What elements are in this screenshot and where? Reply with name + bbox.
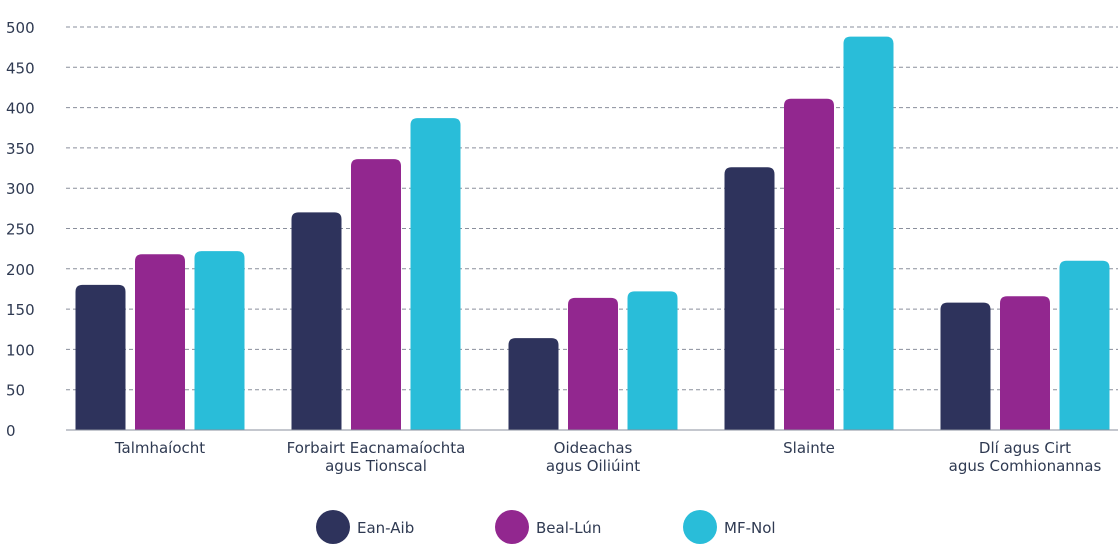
y-tick-label: 100	[6, 341, 35, 359]
bar	[940, 302, 991, 430]
bar	[627, 291, 678, 430]
legend-swatch	[683, 510, 717, 544]
y-tick-label: 350	[6, 140, 35, 158]
bar	[1059, 260, 1110, 430]
y-tick-label: 150	[6, 301, 35, 319]
bar	[75, 284, 126, 430]
bar	[1000, 296, 1050, 430]
bar	[410, 118, 461, 430]
bar	[784, 98, 834, 430]
y-tick-label: 0	[6, 422, 16, 440]
bars	[75, 36, 1110, 431]
category-label: Talmhaíocht	[114, 439, 205, 457]
y-tick-label: 450	[6, 59, 35, 77]
y-tick-label: 200	[6, 261, 35, 279]
category-label: agus Oiliúint	[546, 457, 640, 475]
bar	[135, 254, 185, 430]
y-tick-label: 50	[6, 382, 25, 400]
legend-label: Ean-Aib	[357, 519, 414, 537]
bar	[194, 251, 245, 430]
bar	[568, 297, 618, 430]
category-label: agus Comhionannas	[949, 457, 1102, 475]
legend-swatch	[495, 510, 529, 544]
bar	[843, 36, 894, 431]
bar	[508, 338, 559, 430]
y-tick-label: 250	[6, 221, 35, 239]
category-label: agus Tionscal	[325, 457, 427, 475]
category-label: Forbairt Eacnamaíochta	[287, 439, 466, 457]
bar	[724, 167, 775, 430]
y-tick-label: 300	[6, 180, 35, 198]
legend-swatch	[316, 510, 350, 544]
y-tick-label: 500	[6, 19, 35, 37]
category-label: Dlí agus Cirt	[979, 439, 1071, 457]
legend-label: Beal-Lún	[536, 519, 601, 537]
legend: Ean-Aib Beal-Lún MF-Nol	[316, 510, 776, 544]
legend-label: MF-Nol	[724, 519, 776, 537]
bar	[351, 159, 401, 430]
category-label: Oideachas	[554, 439, 633, 457]
y-tick-label: 400	[6, 100, 35, 118]
category-label: Slainte	[783, 439, 835, 457]
bar	[291, 212, 342, 430]
y-axis-ticks: 0 50 100 150 200 250 300 350 400 450 500	[6, 19, 35, 440]
